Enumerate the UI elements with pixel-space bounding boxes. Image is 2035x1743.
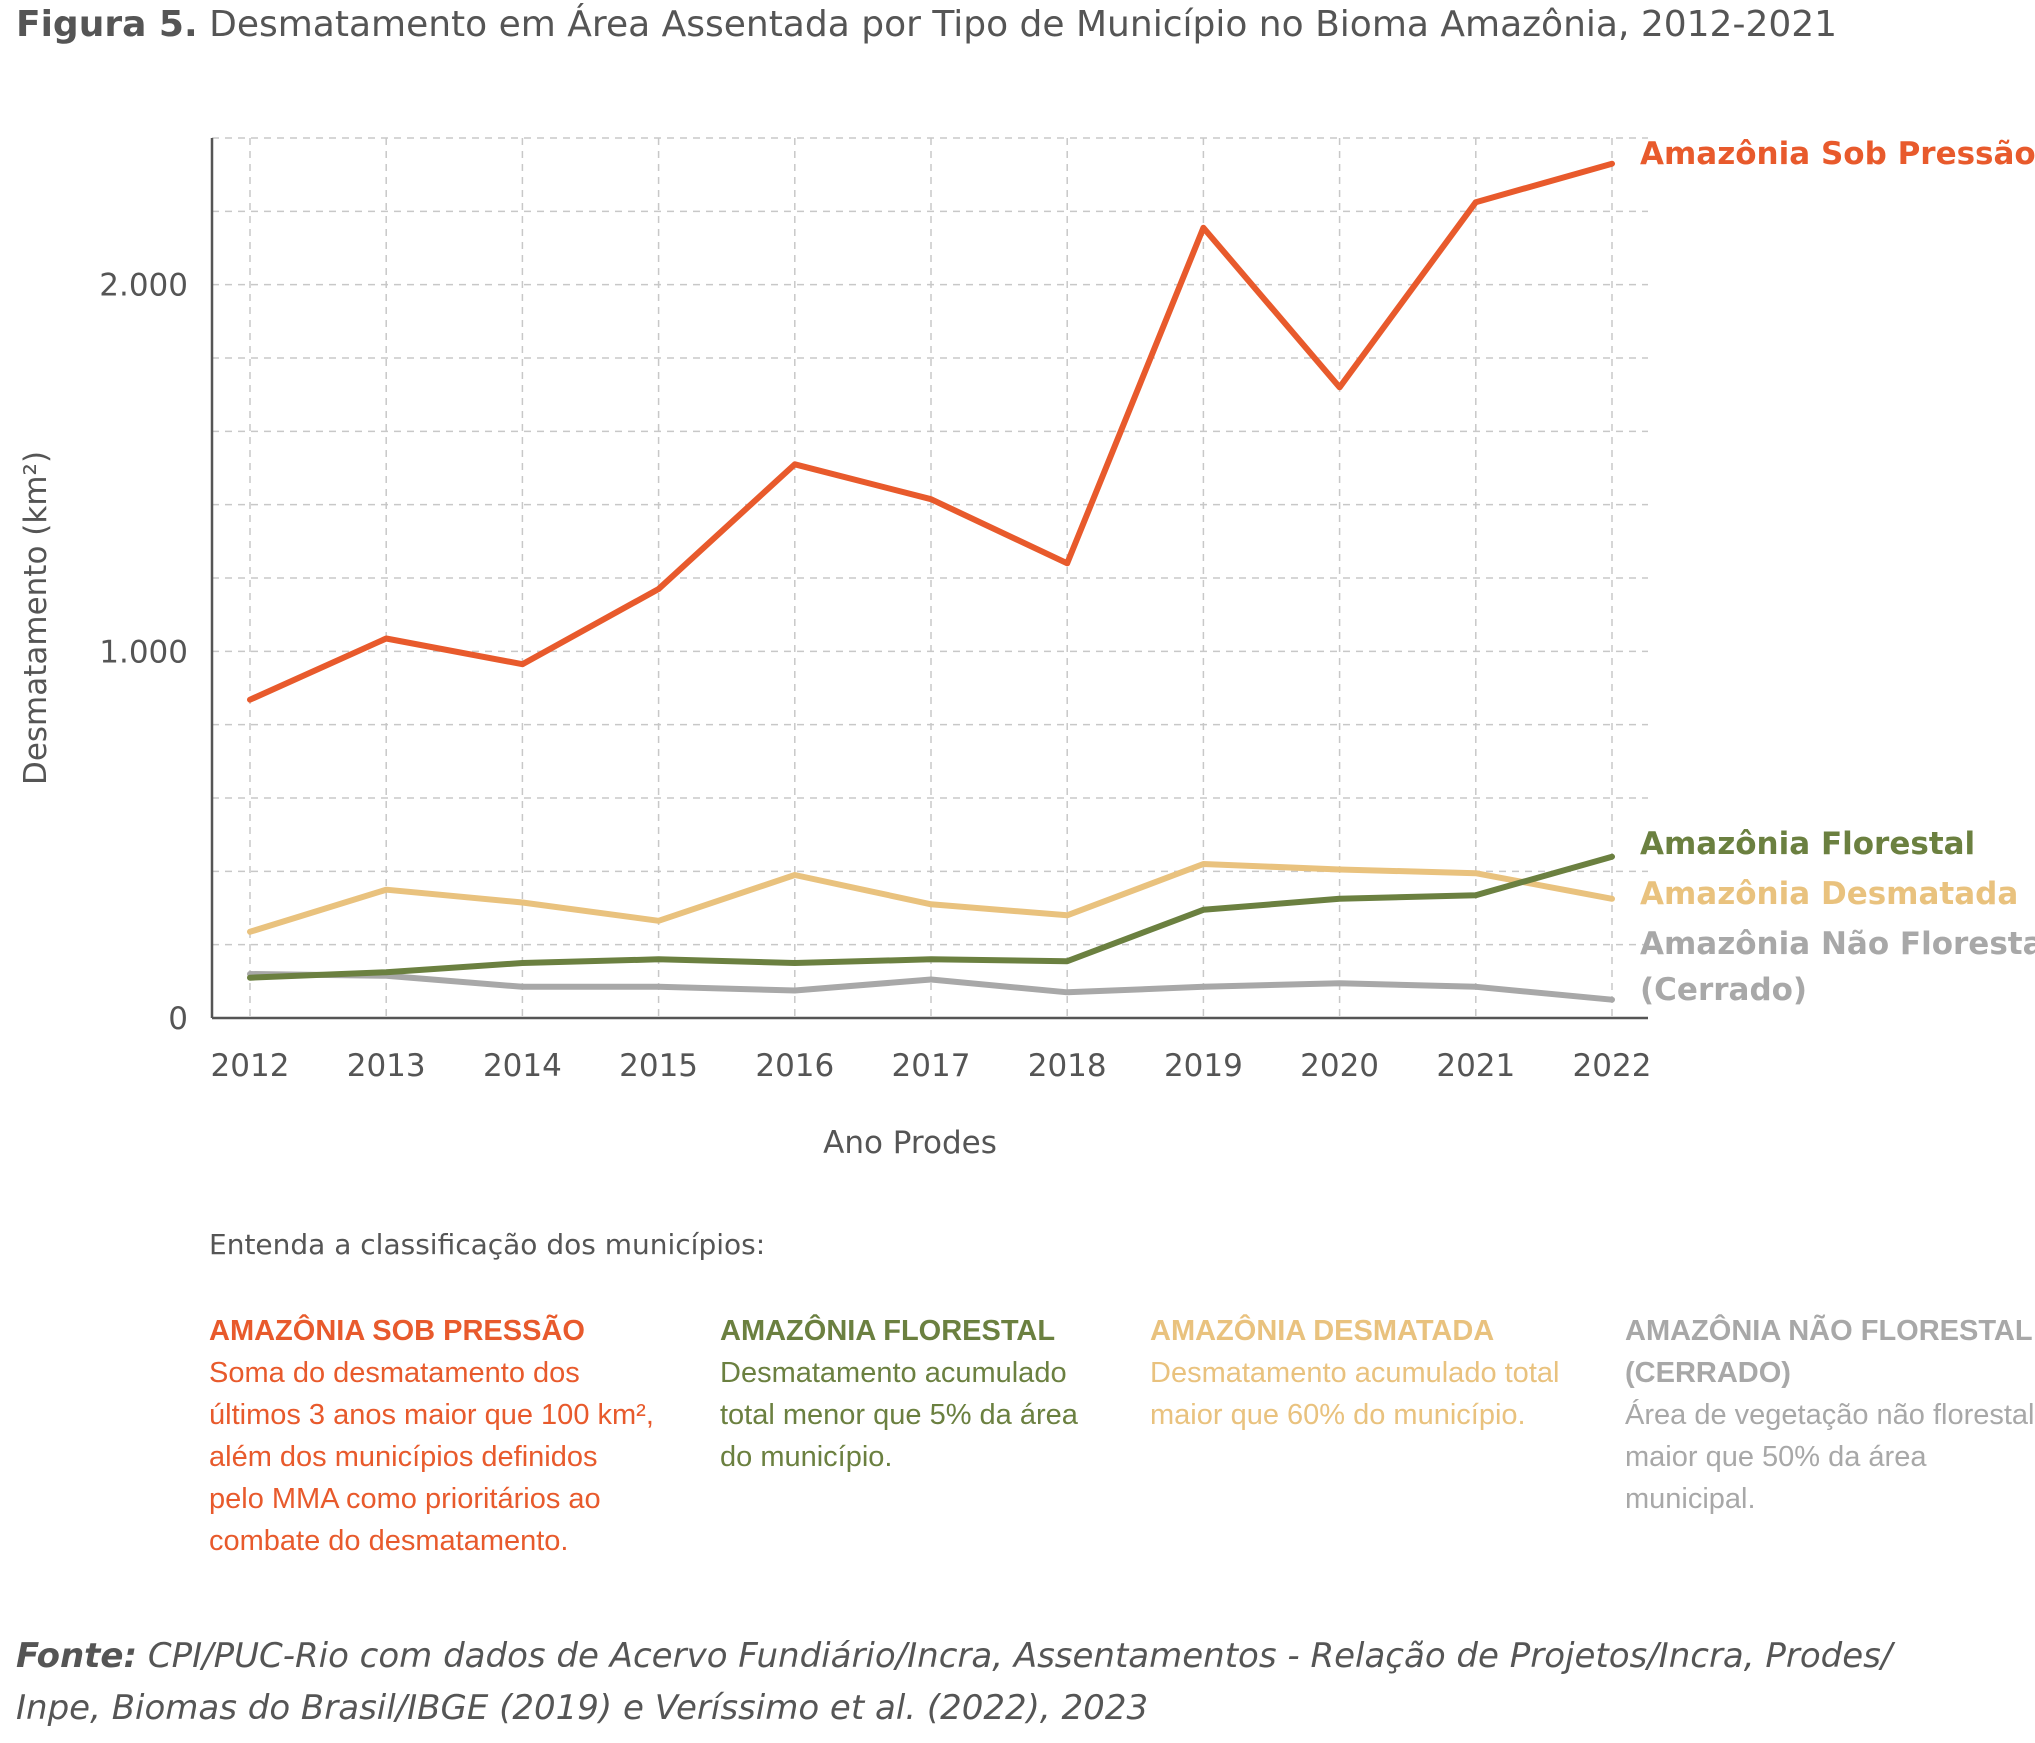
x-tick-label: 2013 [347, 1048, 426, 1084]
source-label: Fonte: [16, 1636, 138, 1676]
x-tick-label: 2020 [1300, 1048, 1379, 1084]
series-end-label: Amazônia Florestal [1640, 826, 1975, 862]
classification-heading: AMAZÔNIA NÃO FLORESTAL [1625, 1315, 2033, 1347]
x-axis-title: Ano Prodes [823, 1125, 997, 1161]
x-tick-label: 2017 [892, 1048, 971, 1084]
series-end-label: Amazônia Não Florestal [1640, 926, 2035, 962]
classification-description: do município. [720, 1441, 893, 1473]
x-tick-label: 2021 [1436, 1048, 1515, 1084]
x-tick-label: 2015 [619, 1048, 698, 1084]
classification-description: maior que 60% do município. [1150, 1399, 1526, 1431]
series-line [247, 971, 1615, 1003]
classification-description: total menor que 5% da área [720, 1399, 1078, 1431]
x-tick-label: 2012 [211, 1048, 290, 1084]
y-axis-title: Desmatamento (km²) [18, 451, 54, 785]
figure-title-text: Desmatamento em Área Assentada por Tipo … [209, 4, 1838, 45]
x-tick-label: 2014 [483, 1048, 562, 1084]
series-end-label: (Cerrado) [1640, 972, 1807, 1008]
classification-description: Desmatamento acumulado [720, 1357, 1067, 1389]
classification-heading: AMAZÔNIA DESMATADA [1150, 1315, 1495, 1347]
classification-heading: AMAZÔNIA SOB PRESSÃO [209, 1315, 585, 1347]
source-note: Fonte: CPI/PUC-Rio com dados de Acervo F… [16, 1630, 1892, 1734]
classification-heading: AMAZÔNIA FLORESTAL [720, 1315, 1056, 1347]
classification-description: além dos municípios definidos [209, 1441, 598, 1473]
classification-item: AMAZÔNIA FLORESTAL Desmatamento acumulado… [720, 1310, 1078, 1478]
series-end-label: Amazônia Desmatada [1640, 876, 2018, 912]
source-text-line1: CPI/PUC-Rio com dados de Acervo Fundiári… [137, 1636, 1893, 1676]
classification-item: AMAZÔNIA NÃO FLORESTAL (CERRADO) Área de v… [1625, 1310, 2035, 1520]
y-tick-label: 1.000 [99, 634, 188, 670]
figure-title: Figura 5. Desmatamento em Área Assentada… [16, 4, 1837, 45]
classification-description: últimos 3 anos maior que 100 km², [209, 1399, 654, 1431]
classification-description: combate do desmatamento. [209, 1525, 569, 1557]
classification-item: AMAZÔNIA SOB PRESSÃO Soma do desmatamento… [209, 1310, 654, 1562]
x-tick-label: 2018 [1028, 1048, 1107, 1084]
legend-intro: Entenda a classificação dos municípios: [209, 1228, 766, 1261]
source-text-line2: Inpe, Biomas do Brasil/IBGE (2019) e Ver… [16, 1688, 1149, 1728]
x-tick-label: 2019 [1164, 1048, 1243, 1084]
series-line [247, 160, 1615, 703]
series-line [247, 861, 1615, 935]
classification-description: Desmatamento acumulado total [1150, 1357, 1560, 1389]
series-line [247, 853, 1615, 981]
x-tick-label: 2016 [755, 1048, 834, 1084]
y-tick-label: 0 [168, 1001, 188, 1037]
y-tick-label: 2.000 [99, 268, 188, 304]
classification-heading: (CERRADO) [1625, 1357, 1791, 1389]
classification-description: pelo MMA como prioritários ao [209, 1483, 601, 1515]
series-end-label: Amazônia Sob Pressão [1640, 136, 2035, 172]
classification-description: Soma do desmatamento dos [209, 1357, 580, 1389]
classification-description: maior que 50% da área municipal. [1625, 1441, 1927, 1515]
classification-description: Área de vegetação não florestal [1625, 1399, 2035, 1431]
figure-label: Figura 5. [16, 4, 198, 45]
classification-item: AMAZÔNIA DESMATADA Desmatamento acumulado… [1150, 1310, 1559, 1436]
line-chart: 0 1.000 2.000 2012 2013 2014 2015 2016 2017 2018 2… [18, 136, 2035, 1161]
x-tick-label: 2022 [1573, 1048, 1652, 1084]
